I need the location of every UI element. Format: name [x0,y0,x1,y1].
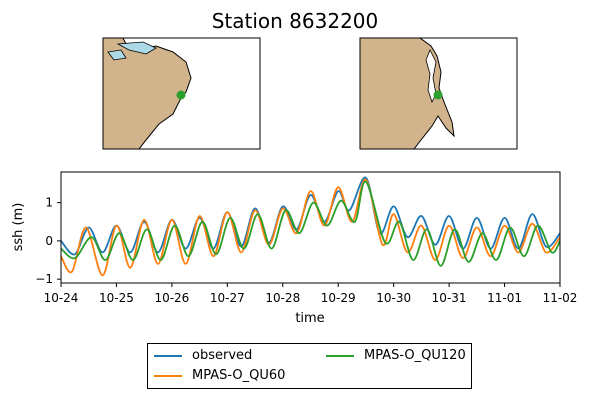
plot-frame [60,171,561,284]
legend-label-observed: observed [192,348,253,363]
legend-item-observed: observed [154,348,252,363]
legend-label-qu60: MPAS-O_QU60 [192,368,286,383]
legend-item-qu120: MPAS-O_QU120 [326,348,466,363]
map-right [359,37,518,150]
station-marker-right [433,90,443,100]
x-tick-label: 10-30 [376,291,411,305]
legend-swatch-qu60 [154,374,182,377]
map-left [102,37,261,150]
x-tick-label: 11-01 [487,291,522,305]
x-tick-label: 10-25 [99,291,134,305]
x-tick-label: 10-24 [44,291,79,305]
legend-label-qu120: MPAS-O_QU120 [364,348,466,363]
x-tick-label: 11-02 [543,291,578,305]
series-line-mpas-o-qu120 [61,180,560,267]
x-tick-label: 10-28 [265,291,300,305]
x-tick-label: 10-31 [432,291,467,305]
station-marker-left [176,90,186,100]
legend-swatch-qu120 [326,354,354,357]
x-tick-label: 10-27 [210,291,245,305]
chart-title: Station 8632200 [212,9,379,33]
legend-item-qu60: MPAS-O_QU60 [154,368,285,383]
x-axis-label: time [295,311,324,326]
lake-left-2 [107,49,127,61]
y-tick-label: 0 [45,234,53,248]
y-axis-label: ssh (m) [11,203,26,252]
bay-right [425,49,437,104]
y-tick-label: 1 [45,196,53,210]
x-tick-label: 10-26 [154,291,189,305]
series-line-mpas-o-qu60 [61,178,560,277]
x-tick-label: 10-29 [321,291,356,305]
legend-swatch-observed [154,354,182,357]
plot-area: 10-24 10-25 10-26 10-27 10-28 10-29 10-30 10-31… [11,171,578,326]
series-line-observed [61,176,560,256]
y-tick-label: −1 [35,272,53,286]
legend: observed MPAS-O_QU60 MPAS-O_QU120 [147,343,472,389]
lake-left-1 [116,41,157,55]
